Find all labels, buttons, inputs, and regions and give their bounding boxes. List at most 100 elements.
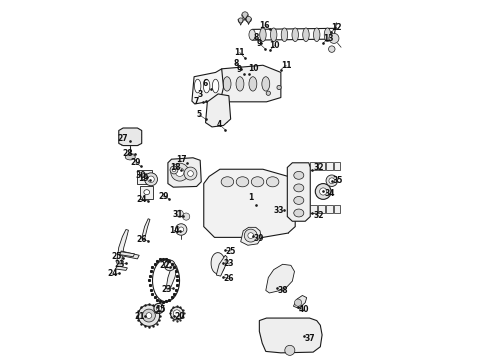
Circle shape: [285, 345, 295, 355]
Ellipse shape: [212, 79, 219, 93]
Ellipse shape: [324, 28, 331, 41]
Circle shape: [171, 307, 183, 320]
Ellipse shape: [249, 30, 255, 40]
Text: 22: 22: [159, 261, 170, 270]
Circle shape: [319, 188, 327, 195]
Ellipse shape: [260, 28, 266, 41]
Ellipse shape: [281, 28, 288, 41]
Ellipse shape: [251, 177, 264, 187]
Text: 39: 39: [253, 234, 264, 243]
Ellipse shape: [294, 184, 304, 192]
Circle shape: [138, 305, 160, 326]
Text: 18: 18: [170, 163, 181, 172]
Circle shape: [294, 299, 302, 306]
Text: 29: 29: [130, 158, 141, 167]
PathPatch shape: [287, 163, 310, 221]
Circle shape: [175, 224, 187, 235]
Ellipse shape: [236, 177, 249, 187]
Circle shape: [156, 306, 161, 311]
Text: 7: 7: [193, 97, 198, 106]
Ellipse shape: [223, 77, 231, 91]
Circle shape: [172, 168, 176, 172]
Text: 16: 16: [260, 21, 270, 30]
PathPatch shape: [142, 219, 150, 239]
Text: 28: 28: [123, 149, 133, 158]
Ellipse shape: [249, 77, 257, 91]
Text: 23: 23: [162, 285, 172, 294]
Circle shape: [329, 178, 335, 184]
Circle shape: [175, 168, 184, 176]
Circle shape: [248, 233, 254, 238]
Text: 13: 13: [323, 34, 334, 43]
Text: 34: 34: [324, 189, 335, 198]
Circle shape: [184, 167, 197, 180]
Bar: [137, 170, 152, 184]
Text: 33: 33: [273, 206, 284, 215]
Bar: [318, 205, 324, 213]
Text: 25: 25: [225, 247, 236, 256]
Circle shape: [326, 175, 338, 186]
Text: 10: 10: [248, 64, 259, 73]
Circle shape: [329, 46, 335, 52]
Text: 23: 23: [114, 260, 125, 269]
Bar: [310, 162, 317, 170]
Ellipse shape: [294, 171, 304, 179]
Text: 3: 3: [197, 90, 203, 99]
Circle shape: [179, 227, 184, 232]
Circle shape: [173, 310, 180, 317]
PathPatch shape: [192, 69, 223, 104]
Ellipse shape: [303, 28, 309, 41]
Circle shape: [171, 163, 189, 181]
Ellipse shape: [195, 79, 201, 93]
Text: 11: 11: [281, 61, 292, 70]
Text: 27: 27: [118, 134, 128, 143]
Bar: [326, 162, 333, 170]
Text: 11: 11: [234, 48, 245, 57]
Text: 31: 31: [172, 210, 183, 219]
Text: 12: 12: [332, 23, 342, 32]
Ellipse shape: [203, 79, 210, 93]
Circle shape: [154, 303, 164, 314]
Text: 9: 9: [236, 65, 242, 74]
PathPatch shape: [259, 318, 322, 353]
Circle shape: [146, 313, 152, 319]
Circle shape: [315, 184, 331, 199]
Circle shape: [245, 17, 251, 22]
Bar: [310, 205, 317, 213]
Ellipse shape: [314, 28, 320, 41]
PathPatch shape: [168, 158, 201, 187]
Ellipse shape: [267, 177, 279, 187]
Text: 24: 24: [137, 195, 147, 204]
PathPatch shape: [211, 253, 225, 274]
Text: 23: 23: [223, 259, 234, 268]
PathPatch shape: [166, 264, 177, 288]
Circle shape: [238, 18, 243, 23]
Circle shape: [188, 171, 194, 176]
Text: 17: 17: [176, 155, 187, 164]
Circle shape: [148, 176, 154, 183]
Text: 14: 14: [169, 226, 179, 235]
Text: 15: 15: [155, 305, 166, 314]
Bar: [326, 205, 333, 213]
Ellipse shape: [262, 77, 270, 91]
Ellipse shape: [221, 177, 234, 187]
Circle shape: [218, 89, 222, 93]
PathPatch shape: [241, 227, 261, 245]
Text: 21: 21: [134, 312, 145, 321]
Ellipse shape: [236, 77, 244, 91]
Text: 5: 5: [196, 110, 202, 119]
PathPatch shape: [216, 255, 227, 276]
PathPatch shape: [204, 169, 295, 237]
Text: 8: 8: [253, 33, 258, 42]
Bar: [318, 162, 324, 170]
Text: 9: 9: [257, 39, 262, 48]
Text: 32: 32: [313, 163, 324, 172]
Text: 19: 19: [139, 174, 149, 183]
Ellipse shape: [125, 154, 135, 160]
PathPatch shape: [205, 94, 231, 127]
PathPatch shape: [216, 65, 281, 102]
PathPatch shape: [120, 251, 139, 259]
Bar: [140, 186, 153, 199]
Text: 26: 26: [137, 235, 147, 244]
Text: 24: 24: [107, 269, 118, 278]
